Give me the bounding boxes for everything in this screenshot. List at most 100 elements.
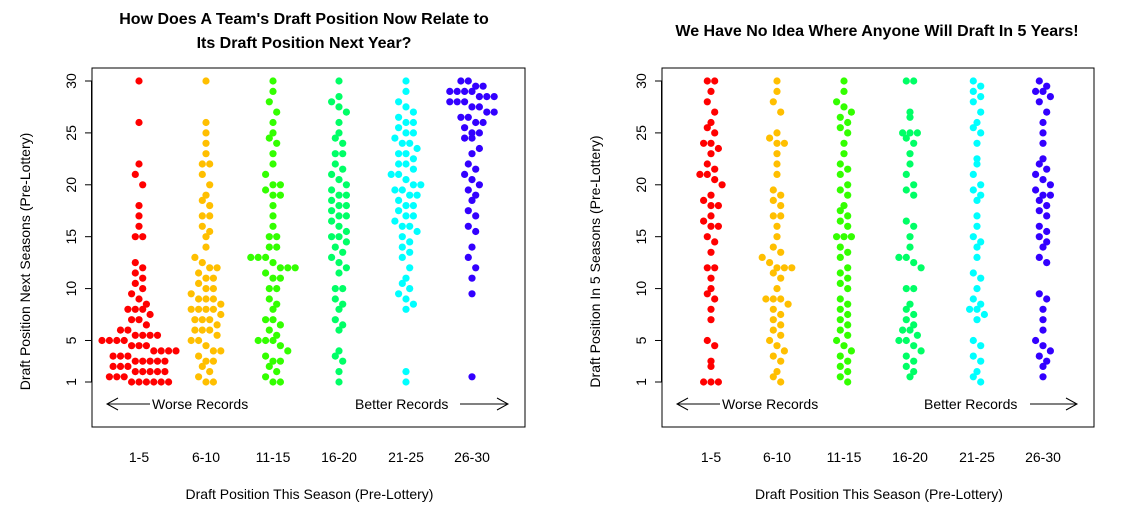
data-point — [276, 321, 284, 329]
data-point — [135, 222, 143, 230]
data-point — [902, 217, 910, 225]
y-tick-label: 1 — [63, 378, 79, 386]
data-point — [328, 207, 336, 215]
data-point — [202, 295, 210, 303]
data-point — [328, 253, 336, 261]
data-point — [446, 98, 454, 106]
data-point — [475, 103, 483, 111]
data-point — [490, 108, 498, 116]
series-11-15 — [247, 77, 299, 386]
data-point — [269, 202, 277, 210]
data-point — [1039, 305, 1047, 313]
data-point — [973, 139, 981, 147]
data-point — [906, 300, 914, 308]
data-point — [973, 196, 981, 204]
x-axis-label: Draft Position This Season (Pre-Lottery) — [186, 486, 434, 502]
y-tick-label: 10 — [63, 281, 79, 297]
data-point — [402, 150, 410, 158]
data-point — [284, 264, 292, 272]
data-point — [157, 347, 165, 355]
data-point — [406, 248, 414, 256]
data-point — [331, 134, 339, 142]
data-point — [1035, 222, 1043, 230]
data-point — [206, 227, 214, 236]
data-point — [977, 300, 985, 308]
data-point — [406, 139, 414, 147]
x-tick-label: 26-30 — [1025, 449, 1061, 465]
data-point — [1043, 238, 1051, 246]
data-point — [707, 191, 715, 199]
data-point — [464, 207, 472, 215]
data-point — [780, 347, 789, 355]
data-point — [468, 290, 476, 298]
data-point — [157, 378, 165, 386]
data-point — [840, 202, 848, 210]
data-point — [395, 196, 403, 204]
data-point — [847, 233, 856, 241]
data-point — [773, 150, 781, 158]
data-point — [1039, 243, 1047, 251]
data-point — [146, 310, 154, 319]
data-point — [209, 274, 217, 282]
data-point — [840, 77, 848, 85]
data-point — [913, 331, 922, 339]
data-point — [769, 295, 777, 303]
data-point — [273, 139, 281, 147]
data-point — [131, 259, 139, 267]
data-point — [328, 186, 336, 194]
data-point — [131, 170, 139, 178]
data-point — [342, 191, 350, 199]
data-point — [707, 378, 715, 386]
data-point — [973, 160, 981, 168]
y-tick-label: 25 — [63, 125, 79, 141]
data-point — [269, 87, 277, 95]
data-point — [269, 160, 277, 168]
data-point — [977, 93, 985, 101]
data-point — [331, 316, 339, 324]
data-point — [195, 269, 203, 277]
data-point — [1039, 342, 1047, 350]
data-point — [98, 336, 106, 345]
data-point — [128, 378, 136, 386]
data-point — [969, 336, 977, 345]
data-point — [395, 98, 403, 106]
data-point — [969, 98, 977, 106]
data-point — [150, 378, 158, 386]
data-point — [461, 134, 469, 142]
data-point — [769, 305, 777, 313]
data-point — [262, 316, 270, 324]
data-point — [758, 253, 766, 261]
data-point — [969, 77, 977, 85]
data-point — [139, 305, 147, 313]
data-point — [711, 108, 719, 116]
data-point — [335, 212, 343, 220]
data-point — [187, 290, 195, 298]
data-point — [1035, 98, 1043, 106]
data-point — [335, 191, 343, 199]
data-point — [1032, 186, 1040, 194]
data-point — [844, 357, 852, 365]
data-point — [711, 176, 719, 184]
data-point — [331, 295, 339, 303]
data-point — [773, 342, 781, 350]
data-point — [472, 191, 480, 199]
data-point — [836, 253, 844, 261]
data-point — [844, 181, 852, 189]
data-point — [135, 342, 143, 350]
data-point — [328, 196, 336, 204]
data-point — [402, 202, 410, 210]
data-point — [198, 326, 206, 334]
data-point — [128, 290, 136, 298]
data-point — [409, 108, 417, 116]
data-point — [707, 212, 715, 220]
data-point — [161, 368, 169, 376]
data-point — [906, 129, 914, 137]
data-point — [135, 202, 143, 210]
data-point — [409, 212, 417, 220]
data-point — [409, 165, 417, 173]
data-point — [718, 181, 726, 189]
data-point — [198, 170, 206, 178]
data-point — [406, 285, 414, 293]
data-point — [464, 222, 472, 230]
data-point — [198, 222, 206, 230]
